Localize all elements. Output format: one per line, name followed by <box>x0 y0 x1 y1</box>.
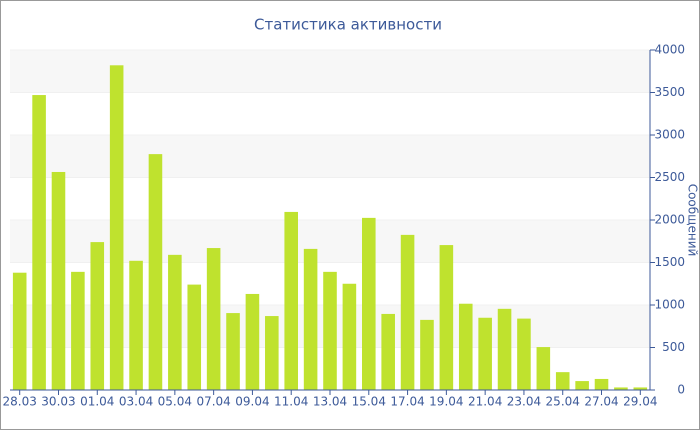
grid-band <box>10 50 650 93</box>
y-tick-label: 4000 <box>654 43 685 57</box>
y-tick-label: 3000 <box>654 128 685 142</box>
bar <box>90 242 105 390</box>
bar <box>342 283 357 390</box>
bar <box>303 248 318 390</box>
bar <box>594 378 609 390</box>
x-tick-label: 25.04 <box>546 395 580 409</box>
x-tick-label: 03.04 <box>119 395 153 409</box>
x-tick-label: 29.04 <box>623 395 657 409</box>
y-tick-label: 2500 <box>654 170 685 184</box>
grid-band <box>10 220 650 263</box>
y-tick-label: 3500 <box>654 85 685 99</box>
x-tick-label: 17.04 <box>390 395 424 409</box>
bar <box>148 154 163 390</box>
chart-title: Статистика активности <box>254 16 442 34</box>
bar <box>71 271 85 390</box>
x-tick-label: 15.04 <box>352 395 386 409</box>
bar <box>420 319 434 390</box>
bar <box>536 347 551 390</box>
y-tick-label: 0 <box>677 383 685 397</box>
bar <box>129 260 143 390</box>
bar <box>575 381 589 390</box>
bar <box>478 317 492 390</box>
y-tick-label: 500 <box>662 340 685 354</box>
grid-band <box>10 135 650 178</box>
bar <box>517 318 531 390</box>
bar <box>555 372 570 390</box>
bar <box>265 316 279 390</box>
bar <box>439 245 454 390</box>
bar <box>187 284 202 390</box>
bar <box>226 313 240 390</box>
bar <box>168 254 182 390</box>
x-tick-label: 09.04 <box>235 395 269 409</box>
bar <box>633 387 648 390</box>
bar <box>362 217 376 390</box>
x-tick-label: 23.04 <box>507 395 541 409</box>
bar <box>245 293 260 390</box>
x-tick-label: 28.03 <box>3 395 37 409</box>
bar <box>458 303 473 390</box>
y-tick-label: 1000 <box>654 298 685 312</box>
x-tick-label: 19.04 <box>429 395 463 409</box>
bar <box>497 308 512 390</box>
bar <box>400 234 415 390</box>
bar <box>109 65 124 391</box>
x-tick-label: 30.03 <box>41 395 75 409</box>
x-tick-label: 05.04 <box>158 395 192 409</box>
x-tick-label: 13.04 <box>313 395 347 409</box>
bar <box>12 272 27 390</box>
bar <box>32 95 46 391</box>
bar <box>614 387 628 390</box>
x-tick-label: 27.04 <box>584 395 618 409</box>
bar <box>284 211 298 390</box>
y-tick-label: 1500 <box>654 255 685 269</box>
x-tick-label: 01.04 <box>80 395 114 409</box>
y-tick-label: 2000 <box>654 213 685 227</box>
y-axis-label: Сообщений <box>686 184 700 257</box>
bar <box>206 248 221 390</box>
bar <box>323 271 337 390</box>
x-tick-label: 11.04 <box>274 395 308 409</box>
x-tick-label: 07.04 <box>196 395 230 409</box>
bar <box>51 171 66 390</box>
x-tick-label: 21.04 <box>468 395 502 409</box>
bar <box>381 313 395 390</box>
